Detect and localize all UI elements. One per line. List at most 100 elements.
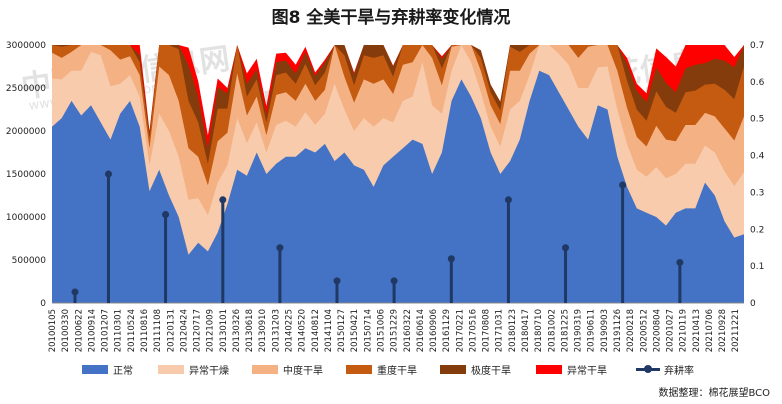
x-tick-label: 20131203 <box>271 309 281 352</box>
legend-item-severe-drought: 重度干旱 <box>346 360 417 378</box>
abandonment-point <box>676 258 684 266</box>
x-tick-label: 20190319 <box>574 309 584 352</box>
abandonment-point <box>562 244 570 252</box>
legend-marker <box>644 364 652 373</box>
source-note: 数据整理：棉花展望BCO <box>658 388 770 399</box>
abandonment-point <box>333 277 341 285</box>
x-tick-label: 20170808 <box>482 309 492 352</box>
legend-item-moderate-drought: 中度干旱 <box>252 360 323 378</box>
y-tick-left: 500000 <box>12 256 47 266</box>
legend-item-exceptional-drought: 异常干旱 <box>536 360 607 378</box>
y-tick-right: 0.7 <box>750 41 764 51</box>
x-tick-label: 20170221 <box>455 309 465 352</box>
x-tick-label: 20140812 <box>311 309 321 352</box>
x-tick-label: 20100105 <box>48 309 58 352</box>
x-tick-label: 20111108 <box>153 309 163 352</box>
legend-swatch <box>252 364 278 374</box>
legend-label: 极度干旱 <box>471 365 511 377</box>
abandonment-point <box>71 288 79 296</box>
x-tick-label: 20130618 <box>245 309 255 352</box>
x-tick-label: 20171031 <box>495 309 505 352</box>
legend-item-extreme-drought: 极度干旱 <box>440 360 511 378</box>
legend-label: 重度干旱 <box>377 365 417 377</box>
area-series <box>52 70 744 303</box>
abandonment-point <box>219 196 227 204</box>
x-tick-label: 20150421 <box>350 309 360 352</box>
x-tick-label: 20100330 <box>61 309 71 352</box>
x-tick-label: 20140225 <box>285 309 295 352</box>
abandonment-point <box>504 196 512 204</box>
y-tick-left: 2000000 <box>6 127 46 137</box>
y-tick-right: 0.4 <box>750 152 765 162</box>
legend-label: 中度干旱 <box>283 365 323 377</box>
chart-legend: 正常 异常干燥 中度干旱 重度干旱 极度干旱 异常干旱 弃耕率 <box>0 360 782 380</box>
x-tick-label: 20121009 <box>206 309 216 352</box>
x-tick-label: 20180710 <box>534 309 544 352</box>
x-tick-label: 20210706 <box>705 309 715 352</box>
legend-label: 弃耕率 <box>664 365 694 377</box>
y-tick-right: 0.5 <box>750 115 764 125</box>
legend-item-normal: 正常 <box>82 360 133 378</box>
y-tick-left: 1000000 <box>6 213 46 223</box>
x-tick-label: 20210928 <box>718 309 728 352</box>
y-tick-right: 0 <box>750 299 756 309</box>
y-tick-left: 3000000 <box>6 41 46 51</box>
x-tick-label: 20151006 <box>377 309 387 352</box>
x-tick-label: 20130326 <box>232 309 242 352</box>
abandonment-point <box>619 181 627 189</box>
abandonment-point <box>162 211 170 219</box>
abandonment-point <box>104 170 112 178</box>
y-tick-left: 0 <box>40 299 46 309</box>
legend-swatch <box>440 364 466 374</box>
x-tick-label: 20100914 <box>87 309 97 352</box>
x-tick-label: 20161129 <box>442 309 452 352</box>
x-tick-label: 20120131 <box>166 309 176 352</box>
x-tick-label: 20170516 <box>469 309 479 352</box>
legend-label: 正常 <box>113 365 133 377</box>
x-tick-label: 20190611 <box>587 309 597 352</box>
chart-title: 图8 全美干旱与弃耕率变化情况 <box>271 8 511 28</box>
legend-label: 异常干旱 <box>567 365 607 377</box>
y-tick-right: 0.2 <box>750 225 764 235</box>
x-tick-label: 20210413 <box>692 309 702 352</box>
y-tick-right: 0.6 <box>750 78 765 88</box>
x-tick-label: 20140520 <box>298 309 308 352</box>
x-tick-label: 20110301 <box>114 309 124 352</box>
legend-swatch <box>346 364 372 374</box>
x-tick-label: 20210119 <box>679 309 689 352</box>
y-tick-left: 2500000 <box>6 84 46 94</box>
x-tick-label: 20151229 <box>390 309 400 352</box>
legend-label: 异常干燥 <box>189 365 229 377</box>
x-tick-label: 20150127 <box>337 309 347 352</box>
x-tick-label: 20180123 <box>508 309 518 352</box>
x-tick-label: 20200804 <box>652 309 662 352</box>
x-tick-label: 20191126 <box>613 309 623 352</box>
x-tick-label: 20181225 <box>560 309 570 352</box>
x-tick-label: 20180417 <box>521 309 531 352</box>
y-tick-right: 0.3 <box>750 188 764 198</box>
y-tick-left: 1500000 <box>6 170 46 180</box>
x-tick-label: 20211221 <box>731 309 741 352</box>
legend-swatch <box>82 364 108 374</box>
x-tick-label: 20120424 <box>179 309 189 352</box>
y-tick-right: 0.1 <box>750 262 764 272</box>
x-tick-label: 20181002 <box>547 309 557 352</box>
legend-item-abnormally-dry: 异常干燥 <box>158 360 229 378</box>
x-tick-label: 20120717 <box>193 309 203 352</box>
x-tick-label: 20110816 <box>140 309 150 352</box>
x-tick-label: 20130910 <box>258 309 268 352</box>
x-tick-label: 20130101 <box>219 309 229 352</box>
x-tick-label: 20110524 <box>127 309 137 352</box>
legend-swatch <box>536 364 562 374</box>
abandonment-point <box>276 244 284 252</box>
x-tick-label: 20160614 <box>416 309 426 352</box>
chart-canvas: 0 500000 1000000 1500000 2000000 2500000 30000… <box>6 41 765 352</box>
x-tick-label: 20141104 <box>324 309 334 352</box>
x-tick-label: 20160906 <box>429 309 439 352</box>
x-tick-label: 20190903 <box>600 309 610 352</box>
x-tick-label: 20201027 <box>666 309 676 352</box>
abandonment-point <box>447 255 455 263</box>
x-tick-label: 20160322 <box>403 309 413 352</box>
x-tick-label: 20200218 <box>626 309 636 352</box>
legend-line <box>636 364 660 373</box>
